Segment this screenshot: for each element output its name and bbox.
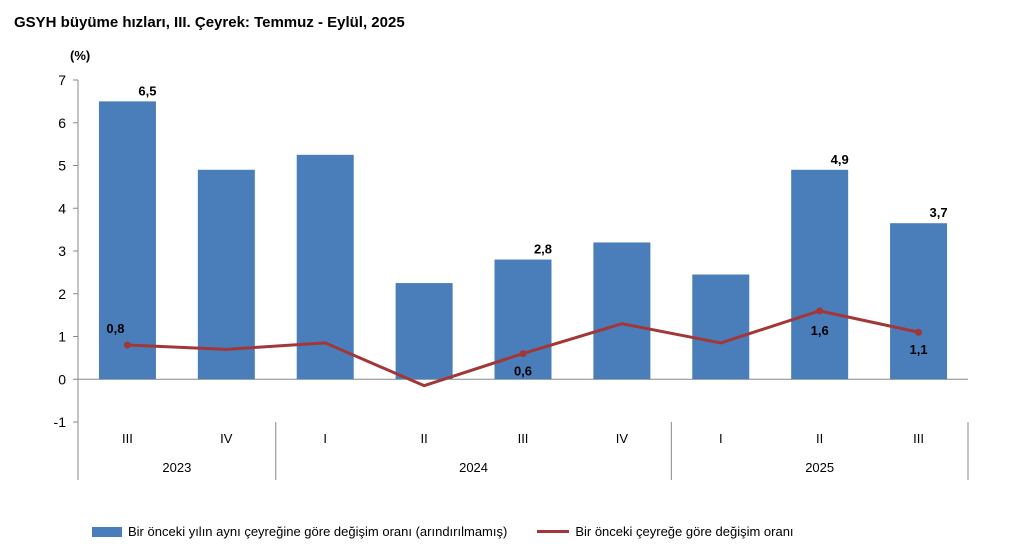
line-data-label: 1,6	[811, 323, 829, 338]
line-point	[123, 341, 131, 349]
legend-swatch-line	[537, 530, 570, 533]
line-data-label: 0,6	[514, 364, 532, 379]
group-label: 2025	[805, 460, 834, 475]
line-series	[123, 307, 923, 388]
bar-data-label: 4,9	[831, 152, 849, 167]
legend-item-line: Bir önceki çeyreğe göre değişim oranı	[537, 524, 794, 539]
chart-title: GSYH büyüme hızları, III. Çeyrek: Temmuz…	[14, 14, 405, 31]
group-label: 2023	[162, 460, 191, 475]
y-tick-label: 3	[58, 243, 66, 259]
y-tick-label: 6	[58, 115, 66, 131]
bar-series	[98, 101, 948, 380]
data-labels: 6,5 2,8 4,9 3,7 0,8 0,6 1,6 1,1	[106, 83, 947, 378]
x-tick-label: IV	[616, 431, 629, 446]
line-data-label: 1,1	[910, 342, 928, 357]
x-tick-label: II	[816, 431, 823, 446]
bar-data-label: 6,5	[138, 83, 156, 98]
y-tick-label: 7	[58, 72, 66, 88]
bar	[395, 283, 453, 380]
legend: Bir önceki yılın aynı çeyreğine göre değ…	[92, 524, 824, 539]
bar	[98, 101, 156, 380]
x-tick-label: I	[719, 431, 723, 446]
x-tick-label: II	[420, 431, 427, 446]
y-tick-label: 5	[58, 158, 66, 174]
x-tick-label: I	[323, 431, 327, 446]
bar	[197, 169, 255, 380]
bar	[890, 223, 948, 380]
y-tick-label: 4	[58, 200, 66, 216]
line-point	[915, 328, 923, 336]
legend-item-bar: Bir önceki yılın aynı çeyreğine göre değ…	[92, 524, 507, 539]
y-unit-label: (%)	[70, 48, 90, 63]
y-tick-label: 2	[58, 286, 66, 302]
legend-label-line: Bir önceki çeyreğe göre değişim oranı	[575, 524, 794, 539]
x-tick-label: III	[913, 431, 924, 446]
legend-swatch-bar	[92, 526, 122, 537]
bar-data-label: 3,7	[930, 205, 948, 220]
x-tick-label: IV	[220, 431, 233, 446]
line-point	[816, 307, 824, 315]
y-tick-label: -1	[54, 414, 67, 430]
bar	[593, 242, 651, 380]
y-tick-label: 0	[58, 371, 66, 387]
x-tick-label: III	[122, 431, 133, 446]
y-tick-label: 1	[58, 329, 66, 345]
line-data-label: 0,8	[106, 321, 124, 336]
bar	[791, 169, 849, 380]
group-label: 2024	[459, 460, 488, 475]
bar	[692, 274, 750, 380]
legend-label-bar: Bir önceki yılın aynı çeyreğine göre değ…	[128, 524, 508, 539]
x-tick-label: III	[518, 431, 529, 446]
line-point	[519, 350, 527, 358]
bar-data-label: 2,8	[534, 242, 552, 257]
